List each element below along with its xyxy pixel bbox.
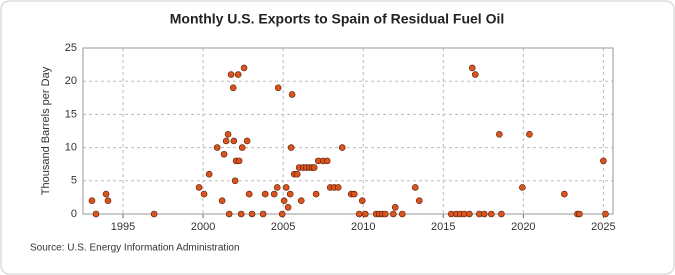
point: [235, 157, 243, 165]
point: [218, 197, 226, 205]
point: [602, 210, 609, 218]
point: [390, 210, 397, 218]
point: [280, 197, 288, 205]
y-tick-label: 0: [71, 208, 77, 220]
point: [220, 150, 228, 158]
point: [576, 210, 583, 218]
x-tick-label: 1995: [111, 221, 135, 233]
point: [195, 184, 203, 191]
x-tick-label: 2015: [431, 221, 455, 233]
point: [391, 204, 399, 211]
point: [561, 190, 568, 198]
point: [323, 157, 331, 165]
x-tick-label: 2005: [271, 221, 295, 233]
point: [224, 131, 232, 138]
plot-border: [82, 47, 614, 215]
point: [361, 210, 369, 218]
point: [284, 204, 292, 211]
point: [230, 137, 238, 145]
point: [282, 184, 290, 191]
point: [238, 144, 246, 151]
point: [293, 170, 301, 178]
point: [480, 210, 488, 218]
point: [88, 197, 96, 205]
point: [496, 131, 503, 138]
y-tick-label: 5: [71, 175, 77, 187]
point: [312, 190, 320, 198]
x-tick-label: 2025: [591, 221, 615, 233]
point: [415, 197, 423, 205]
y-axis-label: Thousand Barrels per Day: [40, 66, 52, 195]
point: [225, 210, 233, 218]
x-tick-label: 2020: [511, 221, 535, 233]
point: [278, 210, 286, 218]
source: Source: U.S. Energy Information Administ…: [30, 243, 240, 254]
point: [526, 131, 533, 138]
point: [222, 137, 230, 145]
point: [466, 210, 473, 218]
point: [205, 170, 213, 178]
point: [519, 184, 526, 191]
point: [237, 210, 245, 218]
point: [355, 210, 363, 218]
x-tick-label: 2010: [351, 221, 375, 233]
point: [358, 197, 366, 205]
point: [102, 190, 110, 198]
point: [213, 144, 221, 151]
x-tick-label: 2000: [191, 221, 215, 233]
point: [234, 71, 242, 78]
point: [286, 190, 294, 198]
point: [498, 210, 505, 218]
point: [287, 144, 295, 151]
point: [227, 71, 235, 78]
point: [288, 91, 296, 98]
point: [338, 144, 346, 151]
point: [231, 177, 239, 185]
y-tick-label: 15: [65, 108, 77, 120]
point: [200, 190, 208, 198]
chart-title: Monthly U.S. Exports to Spain of Residua…: [170, 11, 504, 27]
y-tick-label: 10: [65, 142, 77, 154]
point: [600, 157, 607, 165]
point: [468, 64, 476, 72]
point: [471, 71, 479, 78]
point: [270, 190, 278, 198]
point: [150, 210, 158, 218]
point: [488, 210, 495, 218]
y-tick-label: 20: [65, 75, 77, 87]
point: [297, 197, 305, 205]
point: [382, 210, 389, 218]
point: [243, 137, 251, 145]
point: [104, 197, 112, 205]
point: [398, 210, 406, 218]
point: [310, 164, 318, 171]
y-tick-label: 25: [65, 42, 77, 54]
point: [229, 84, 237, 92]
point: [274, 84, 282, 92]
point: [245, 190, 253, 198]
point: [411, 184, 419, 191]
point: [350, 190, 358, 198]
point: [92, 210, 100, 218]
point: [240, 64, 248, 72]
point: [259, 210, 267, 218]
point: [273, 184, 281, 191]
point: [248, 210, 256, 218]
point: [334, 184, 342, 191]
point: [261, 190, 269, 198]
